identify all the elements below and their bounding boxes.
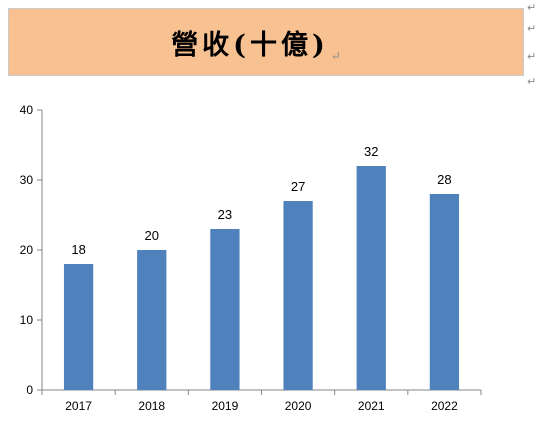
paragraph-mark-2: ↵ (527, 22, 536, 35)
bar-2022 (429, 194, 460, 390)
x-tick-label-2020: 2020 (285, 399, 312, 413)
data-label-2022: 28 (437, 172, 451, 187)
title-return-mark: ↵ (330, 48, 345, 63)
data-label-2020: 27 (291, 179, 305, 194)
revenue-bar-chart: 0 10 20 30 40 18 2017 20 2018 23 2019 27 2020 32 2021 2… (20, 103, 482, 413)
paragraph-mark-4: ↵ (527, 75, 536, 88)
bar-2020 (283, 201, 313, 390)
bar-2021 (356, 166, 386, 390)
data-label-2017: 18 (71, 242, 85, 257)
paragraph-mark-3: ↵ (527, 50, 536, 63)
data-label-2021: 32 (364, 144, 378, 159)
bar-2018 (137, 250, 167, 390)
data-label-2019: 23 (218, 207, 232, 222)
x-tick-label-2021: 2021 (358, 399, 385, 413)
y-tick-label: 20 (20, 243, 34, 257)
paragraph-mark-1: ↵ (527, 1, 536, 14)
x-tick-label-2018: 2018 (138, 399, 165, 413)
bar-2017 (63, 264, 94, 390)
x-tick-label-2019: 2019 (212, 399, 239, 413)
bar-2019 (210, 229, 240, 390)
x-tick-label-2017: 2017 (65, 399, 92, 413)
data-label-2018: 20 (145, 228, 159, 243)
chart-area: 0 10 20 30 40 18 2017 20 2018 23 2019 27 2020 32 2021 2… (0, 96, 536, 423)
y-tick-label: 0 (26, 383, 33, 397)
chart-title-text: 營收(十億) (171, 29, 329, 61)
title-banner: 營收(十億) ↵ (8, 8, 524, 76)
y-tick-label: 10 (20, 313, 34, 327)
y-tick-label: 40 (20, 103, 34, 117)
x-tick-label-2022: 2022 (431, 399, 458, 413)
y-tick-label: 30 (20, 173, 34, 187)
chart-title: 營收(十億) ↵ (171, 23, 345, 63)
